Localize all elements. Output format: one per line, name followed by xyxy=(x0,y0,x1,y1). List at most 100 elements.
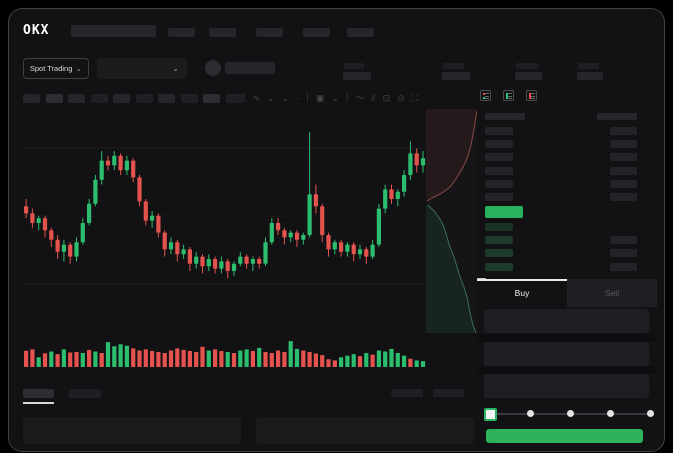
volume-bar xyxy=(55,354,60,367)
candle-body xyxy=(112,155,117,166)
chevron-down-icon[interactable]: ⌄ xyxy=(331,92,339,103)
bid-price-skeleton xyxy=(485,223,513,231)
candle-body xyxy=(49,230,54,240)
pair-dropdown[interactable]: ⌄ xyxy=(97,58,187,79)
stat-label-skeleton xyxy=(516,63,539,69)
candle-body xyxy=(168,242,174,250)
volume-bar xyxy=(80,353,85,367)
volume-bar xyxy=(288,341,293,367)
volume-bar xyxy=(282,352,287,367)
volume-chart xyxy=(24,341,426,367)
timeframe-button-skeleton[interactable] xyxy=(113,94,130,103)
volume-bar xyxy=(112,346,117,367)
buy-submit-button[interactable] xyxy=(486,429,643,443)
candle-body xyxy=(351,244,356,255)
amount-slider[interactable] xyxy=(483,407,657,421)
volume-bar xyxy=(61,349,66,367)
slider-stop[interactable] xyxy=(526,410,534,417)
volume-bar xyxy=(42,353,48,367)
volume-bar xyxy=(231,353,237,367)
timeframe-button-skeleton[interactable] xyxy=(68,94,85,103)
timeframe-button-skeleton[interactable] xyxy=(45,94,63,103)
timeframe-button-skeleton[interactable] xyxy=(90,94,108,103)
slider-stop[interactable] xyxy=(566,410,574,417)
candle-body xyxy=(219,261,224,269)
tab-buy[interactable]: Buy xyxy=(514,288,530,298)
amount-input[interactable] xyxy=(484,342,649,366)
chart-canvas[interactable] xyxy=(21,109,486,371)
divider: | xyxy=(306,92,309,103)
bottom-action-skeleton[interactable] xyxy=(391,389,423,397)
bids-only-icon[interactable] xyxy=(503,90,514,101)
candle-style-icon[interactable]: ∿ xyxy=(252,92,261,103)
candle-body xyxy=(162,232,167,250)
candle-body xyxy=(276,223,281,231)
volume-bar xyxy=(156,352,161,367)
candle-body xyxy=(408,153,413,175)
chevron-down-icon[interactable]: ⌄ xyxy=(281,92,290,103)
asks-only-icon[interactable] xyxy=(526,90,537,101)
candle-body xyxy=(105,160,111,166)
timeframe-button-skeleton[interactable] xyxy=(180,94,198,103)
nav-item-skeleton[interactable] xyxy=(303,28,330,37)
volume-bar xyxy=(339,357,344,367)
volume-bar xyxy=(320,355,325,367)
timeframe-buttons xyxy=(23,94,243,103)
bid-depth-curve xyxy=(427,204,477,333)
chevron-down-icon[interactable]: ⌄ xyxy=(267,92,275,103)
volume-bar xyxy=(137,350,142,367)
tab-sell[interactable]: Sell xyxy=(567,279,657,307)
bottom-tab[interactable] xyxy=(69,389,101,398)
volume-bar xyxy=(244,349,249,367)
ask-amount-skeleton xyxy=(610,153,637,162)
bid-price-skeleton xyxy=(485,236,513,245)
candle-body xyxy=(402,175,407,192)
candle-body xyxy=(389,189,394,199)
fullscreen-icon[interactable]: ⛶ xyxy=(411,92,418,103)
screenshot-icon[interactable]: ⊡ xyxy=(382,92,391,103)
volume-bar xyxy=(118,344,123,367)
timeframe-button-skeleton[interactable] xyxy=(203,94,220,103)
search-skeleton[interactable] xyxy=(71,25,156,37)
timeframe-button-skeleton[interactable] xyxy=(135,94,153,103)
line-tool-icon[interactable]: 〜 xyxy=(355,92,365,103)
bottom-action-skeleton[interactable] xyxy=(433,389,464,397)
drawing-tools-icon[interactable]: ⫽ xyxy=(371,92,376,103)
slider-handle[interactable] xyxy=(483,408,497,421)
candle-body xyxy=(414,153,419,166)
settings-icon[interactable]: ⊙ xyxy=(397,92,405,103)
candle-body xyxy=(345,244,350,252)
combined-book-icon[interactable] xyxy=(480,90,491,101)
nav-item-skeleton[interactable] xyxy=(347,28,374,37)
ob-header-price-skeleton xyxy=(485,113,525,120)
candle-body xyxy=(131,160,136,178)
volume-bar xyxy=(30,349,35,367)
nav-item-skeleton[interactable] xyxy=(209,28,236,37)
ask-price-skeleton xyxy=(485,153,513,162)
candle-body xyxy=(320,206,325,235)
market-type-selector[interactable]: Spot Trading ⌄ xyxy=(23,58,89,79)
price-input[interactable] xyxy=(484,309,649,333)
bottom-tab-underline xyxy=(23,402,54,404)
volume-bar xyxy=(376,350,381,367)
candle-body xyxy=(42,218,48,231)
slider-stop[interactable] xyxy=(606,410,614,417)
order-history-panel xyxy=(256,417,474,444)
ask-price-skeleton xyxy=(485,179,513,188)
interval-dot-icon[interactable]: · xyxy=(296,92,300,103)
timeframe-button-skeleton[interactable] xyxy=(158,94,175,103)
candle-body xyxy=(36,218,41,223)
ob-header-amount-skeleton xyxy=(597,113,637,120)
bottom-tab-active[interactable] xyxy=(23,389,54,398)
indicators-icon[interactable]: ▣ xyxy=(315,92,325,103)
timeframe-button-skeleton[interactable] xyxy=(23,94,40,103)
candle-body xyxy=(80,223,85,243)
volume-bar xyxy=(276,350,281,367)
timeframe-button-skeleton[interactable] xyxy=(225,94,243,103)
nav-item-skeleton[interactable] xyxy=(168,28,195,37)
volume-bar xyxy=(420,361,426,367)
nav-item-skeleton[interactable] xyxy=(256,28,283,37)
total-input[interactable] xyxy=(484,374,649,398)
slider-stop[interactable] xyxy=(646,410,654,417)
volume-bar xyxy=(213,349,218,367)
